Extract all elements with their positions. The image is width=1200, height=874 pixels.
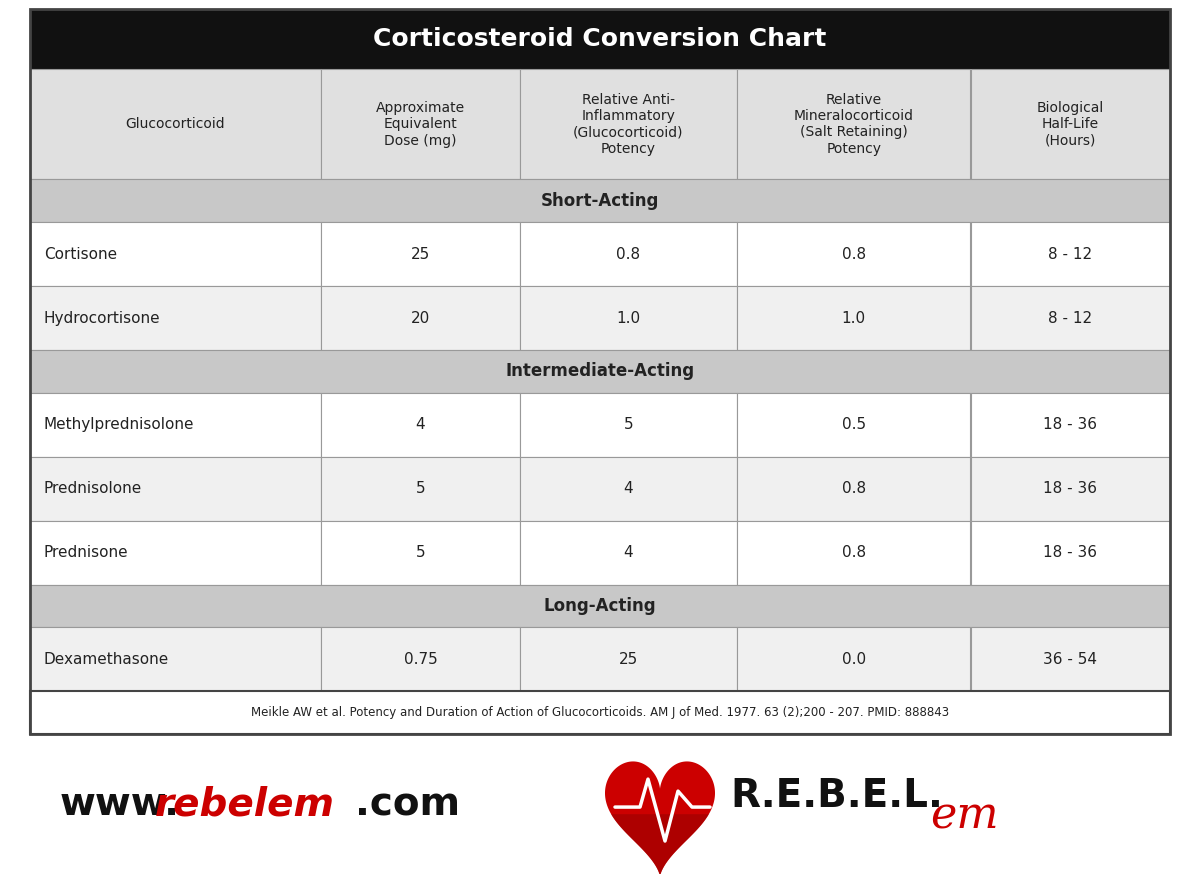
Text: Short-Acting: Short-Acting <box>541 191 659 210</box>
Bar <box>971 457 1170 521</box>
Bar <box>30 585 1170 628</box>
Bar <box>320 69 521 179</box>
Text: 0.8: 0.8 <box>841 482 865 496</box>
Text: 8 - 12: 8 - 12 <box>1048 246 1092 261</box>
Text: 18 - 36: 18 - 36 <box>1043 545 1097 560</box>
Bar <box>320 457 521 521</box>
Bar <box>737 521 971 585</box>
Bar <box>521 457 737 521</box>
Text: Relative Anti-
Inflammatory
(Glucocorticoid)
Potency: Relative Anti- Inflammatory (Glucocortic… <box>574 93 684 156</box>
Bar <box>320 521 521 585</box>
Text: 5: 5 <box>415 545 425 560</box>
Bar <box>320 286 521 350</box>
Bar <box>521 69 737 179</box>
Bar <box>320 392 521 457</box>
Text: em: em <box>930 794 998 837</box>
Text: Methylprednisolone: Methylprednisolone <box>43 417 194 433</box>
Bar <box>521 628 737 691</box>
Text: Glucocorticoid: Glucocorticoid <box>126 117 226 131</box>
Bar <box>971 286 1170 350</box>
Bar <box>971 521 1170 585</box>
Text: Long-Acting: Long-Acting <box>544 597 656 615</box>
Bar <box>737 69 971 179</box>
Text: 0.5: 0.5 <box>841 417 865 433</box>
Bar <box>521 521 737 585</box>
Text: 1.0: 1.0 <box>617 310 641 326</box>
Text: 36 - 54: 36 - 54 <box>1043 652 1097 667</box>
Bar <box>30 457 320 521</box>
Text: 18 - 36: 18 - 36 <box>1043 482 1097 496</box>
Bar <box>30 521 320 585</box>
Text: 25: 25 <box>619 652 638 667</box>
Text: Corticosteroid Conversion Chart: Corticosteroid Conversion Chart <box>373 27 827 51</box>
Text: Intermediate-Acting: Intermediate-Acting <box>505 363 695 380</box>
Text: 18 - 36: 18 - 36 <box>1043 417 1097 433</box>
Text: 1.0: 1.0 <box>841 310 865 326</box>
Bar <box>737 628 971 691</box>
Bar <box>971 222 1170 286</box>
Bar <box>521 286 737 350</box>
Bar <box>971 392 1170 457</box>
Bar <box>521 222 737 286</box>
Bar <box>320 628 521 691</box>
Text: 4: 4 <box>624 545 634 560</box>
Bar <box>971 628 1170 691</box>
Text: R.E.B.E.L.: R.E.B.E.L. <box>730 777 943 815</box>
Text: 4: 4 <box>415 417 425 433</box>
Bar <box>30 9 1170 69</box>
Text: 5: 5 <box>415 482 425 496</box>
Text: www.: www. <box>60 785 180 823</box>
Text: Prednisolone: Prednisolone <box>43 482 142 496</box>
Text: 0.0: 0.0 <box>841 652 865 667</box>
Bar <box>320 222 521 286</box>
Text: 0.8: 0.8 <box>841 246 865 261</box>
Bar <box>30 69 320 179</box>
Text: Prednisone: Prednisone <box>43 545 128 560</box>
Text: .com: .com <box>355 785 460 823</box>
Text: 0.8: 0.8 <box>841 545 865 560</box>
Text: Cortisone: Cortisone <box>43 246 116 261</box>
Text: 20: 20 <box>410 310 430 326</box>
Bar <box>737 222 971 286</box>
Bar <box>30 179 1170 222</box>
Text: Meikle AW et al. Potency and Duration of Action of Glucocorticoids. AM J of Med.: Meikle AW et al. Potency and Duration of… <box>251 706 949 719</box>
Text: Relative
Mineralocorticoid
(Salt Retaining)
Potency: Relative Mineralocorticoid (Salt Retaini… <box>793 93 913 156</box>
Polygon shape <box>605 761 715 874</box>
Bar <box>737 286 971 350</box>
Text: 4: 4 <box>624 482 634 496</box>
Text: Biological
Half-Life
(Hours): Biological Half-Life (Hours) <box>1037 101 1104 148</box>
Text: Approximate
Equivalent
Dose (mg): Approximate Equivalent Dose (mg) <box>376 101 466 148</box>
Text: Dexamethasone: Dexamethasone <box>43 652 169 667</box>
Polygon shape <box>611 815 709 874</box>
Text: rebelem: rebelem <box>155 785 335 823</box>
Text: 0.8: 0.8 <box>617 246 641 261</box>
Bar <box>737 392 971 457</box>
Text: 25: 25 <box>410 246 430 261</box>
Text: 8 - 12: 8 - 12 <box>1048 310 1092 326</box>
Bar <box>971 69 1170 179</box>
Bar <box>30 222 320 286</box>
Bar <box>737 457 971 521</box>
Bar <box>521 392 737 457</box>
Bar <box>30 628 320 691</box>
Bar <box>30 350 1170 392</box>
Text: 0.75: 0.75 <box>403 652 437 667</box>
Text: Hydrocortisone: Hydrocortisone <box>43 310 161 326</box>
Bar <box>30 286 320 350</box>
Bar <box>30 392 320 457</box>
Text: 5: 5 <box>624 417 634 433</box>
Bar <box>30 691 1170 734</box>
